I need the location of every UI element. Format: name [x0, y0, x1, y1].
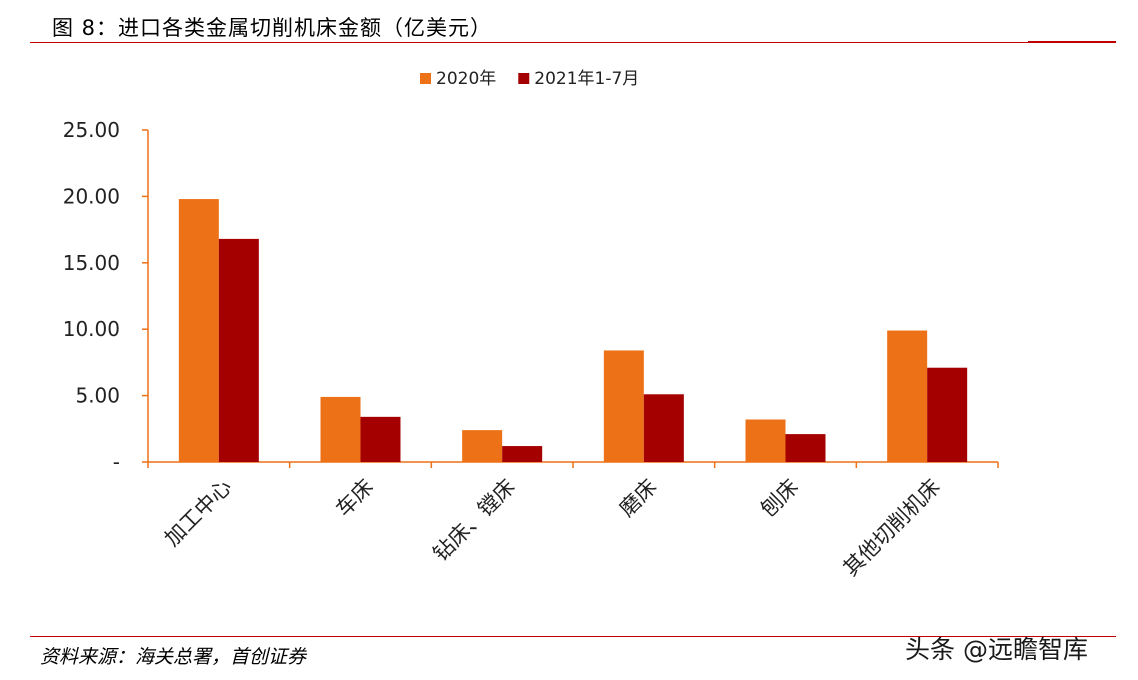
x-tick-label: 加工中心 [160, 475, 236, 551]
bar [178, 199, 219, 462]
bar [745, 419, 786, 462]
legend-label: 2021年1-7月 [534, 69, 639, 89]
top-rule-accent [1028, 41, 1116, 43]
x-tick-label: 磨床 [615, 475, 662, 522]
x-tick-label: 刨床 [756, 475, 803, 522]
bar [927, 367, 968, 462]
y-tick-label: - [113, 450, 120, 474]
bar [785, 434, 826, 462]
watermark: 头条 @远瞻智库 [905, 635, 1088, 664]
figure-title: 图 8：进口各类金属切削机床金额（亿美元） [52, 16, 493, 40]
y-tick-label: 20.00 [63, 184, 120, 208]
source-note: 资料来源：海关总署，首创证券 [40, 646, 307, 668]
bar [643, 394, 684, 462]
x-tick-label: 车床 [331, 475, 378, 522]
y-tick-label: 15.00 [63, 251, 120, 275]
bar [218, 238, 259, 462]
bottom-rule [30, 636, 1116, 637]
top-rule [30, 42, 1116, 43]
legend-label: 2020年 [436, 69, 496, 89]
legend: 2020年 2021年1-7月 [420, 69, 639, 89]
x-tick-label: 其他切削机床 [839, 475, 945, 581]
bar [320, 396, 361, 462]
bar [603, 350, 644, 462]
bar [887, 330, 928, 462]
y-tick-label: 25.00 [63, 118, 120, 142]
x-axis: 加工中心 车床 钻床、镗床 磨床 刨床 其他切削机床 [147, 461, 999, 581]
bar [502, 446, 543, 462]
bar [462, 430, 503, 462]
y-axis: - 5.00 10.00 15.00 20.00 25.00 [63, 118, 149, 474]
bar [360, 416, 401, 462]
x-tick-label: 钻床、镗床 [428, 475, 519, 566]
legend-swatch [518, 73, 530, 84]
legend-swatch [420, 73, 431, 84]
y-tick-label: 10.00 [63, 317, 120, 341]
bars [178, 199, 968, 462]
y-tick-label: 5.00 [75, 384, 120, 408]
